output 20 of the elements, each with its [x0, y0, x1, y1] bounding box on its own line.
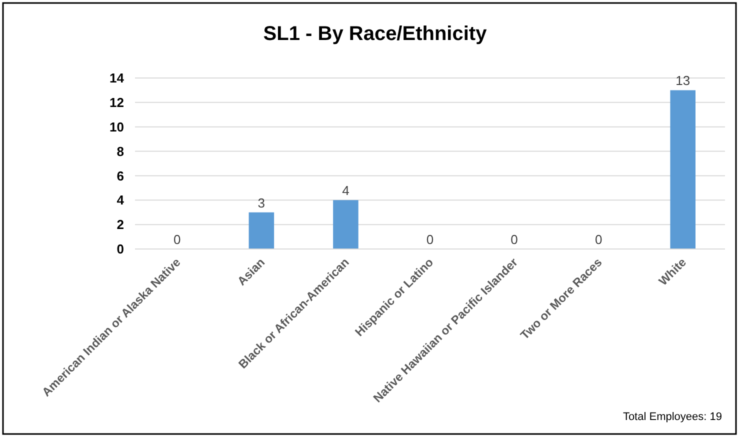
y-tick-label: 14 — [110, 70, 125, 86]
data-label: 0 — [174, 232, 181, 247]
bar — [333, 200, 358, 249]
y-tick-label: 12 — [110, 94, 124, 110]
text: Total Employees: 19 — [622, 411, 722, 423]
bar — [248, 212, 274, 249]
y-tick-label: 6 — [116, 168, 124, 184]
y-tick-label: 4 — [116, 192, 125, 208]
data-label: 0 — [594, 232, 602, 247]
y-tick-label: 2 — [116, 217, 124, 232]
y-tick-label: 8 — [116, 144, 124, 159]
data-label: 3 — [258, 195, 266, 210]
y-tick-label: 10 — [110, 119, 124, 134]
data-label: 0 — [510, 232, 518, 247]
chart-title: SL1 - By Race/Ethnicity — [263, 23, 488, 45]
data-label: 4 — [342, 183, 350, 198]
data-label: 13 — [676, 73, 690, 88]
data-label: 0 — [426, 232, 434, 247]
y-tick-label: 0 — [116, 242, 124, 257]
bar — [670, 90, 696, 249]
